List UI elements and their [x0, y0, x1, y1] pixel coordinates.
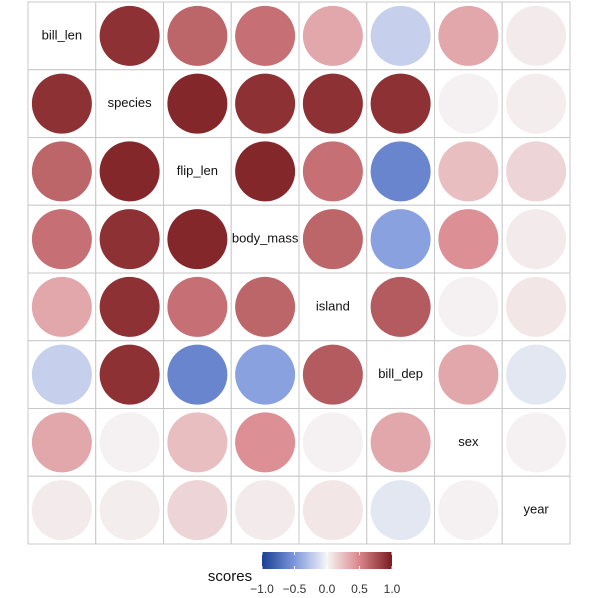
cell [95, 69, 164, 138]
corr-circle [438, 480, 499, 541]
corr-circle [506, 344, 567, 405]
variable-label: island [316, 298, 350, 313]
cell [366, 340, 435, 409]
corr-circle [370, 276, 431, 337]
corr-circle [370, 209, 431, 270]
corr-circle [506, 412, 567, 473]
cell [230, 204, 300, 274]
corr-circle [302, 344, 363, 405]
corr-circle [235, 480, 296, 541]
corr-circle [506, 73, 567, 134]
corr-circle [370, 73, 431, 134]
variable-label: year [523, 502, 549, 517]
variable-label: bill_len [42, 27, 82, 42]
corr-circle [167, 209, 228, 270]
corr-circle [31, 73, 92, 134]
variable-label: species [108, 95, 153, 110]
corr-circle [370, 412, 431, 473]
variable-label: body_mass [232, 231, 299, 246]
corr-circle [370, 5, 431, 66]
corr-circle [302, 480, 363, 541]
corr-circle [438, 344, 499, 405]
corr-circle [370, 141, 431, 202]
colorbar-tick-label: 0.5 [351, 582, 368, 596]
colorbar-tick-label: 1.0 [384, 582, 401, 596]
corr-circle [99, 209, 160, 270]
colorbar-tick-label: −0.5 [283, 582, 307, 596]
cell [501, 475, 571, 545]
corr-circle [235, 5, 296, 66]
corr-circle [506, 209, 567, 270]
corr-circle [235, 344, 296, 405]
corr-circle [31, 344, 92, 405]
corr-circle [438, 141, 499, 202]
corr-circle [31, 276, 92, 337]
corr-circle [99, 141, 160, 202]
corr-circle [506, 5, 567, 66]
legend-title: scores [208, 568, 252, 585]
corr-circle [99, 5, 160, 66]
cell [163, 137, 232, 206]
variable-label: bill_dep [378, 366, 423, 381]
corr-circle [302, 209, 363, 270]
corr-circle [438, 5, 499, 66]
corr-circle [438, 73, 499, 134]
corr-circle [99, 344, 160, 405]
corr-circle [302, 141, 363, 202]
corr-circle [438, 209, 499, 270]
corr-circle [506, 141, 567, 202]
colorbar-tick-label: −1.0 [250, 582, 274, 596]
corr-circle [167, 412, 228, 473]
cell [298, 272, 368, 342]
corr-circle [167, 5, 228, 66]
corr-circle [506, 276, 567, 337]
corr-circle [235, 73, 296, 134]
corr-circle [99, 480, 160, 541]
corr-circle [235, 412, 296, 473]
corr-circle [302, 73, 363, 134]
corr-circle [31, 480, 92, 541]
variable-label: sex [458, 434, 479, 449]
colorbar [262, 552, 392, 569]
corr-circle [31, 412, 92, 473]
corr-circle [167, 73, 228, 134]
corr-circle [167, 276, 228, 337]
corr-circle [31, 209, 92, 270]
corr-circle [235, 141, 296, 202]
corr-circle [438, 276, 499, 337]
corr-circle [31, 141, 92, 202]
cell [27, 1, 97, 71]
corr-circle [302, 412, 363, 473]
corr-circle [99, 276, 160, 337]
colorbar-tick-label: 0.0 [319, 582, 336, 596]
variable-label: flip_len [177, 163, 218, 178]
corr-circle [99, 412, 160, 473]
corr-circle [167, 344, 228, 405]
corr-circle [167, 480, 228, 541]
corr-circle [302, 5, 363, 66]
corr-circle [370, 480, 431, 541]
corr-circle [235, 276, 296, 337]
cell [434, 408, 503, 477]
